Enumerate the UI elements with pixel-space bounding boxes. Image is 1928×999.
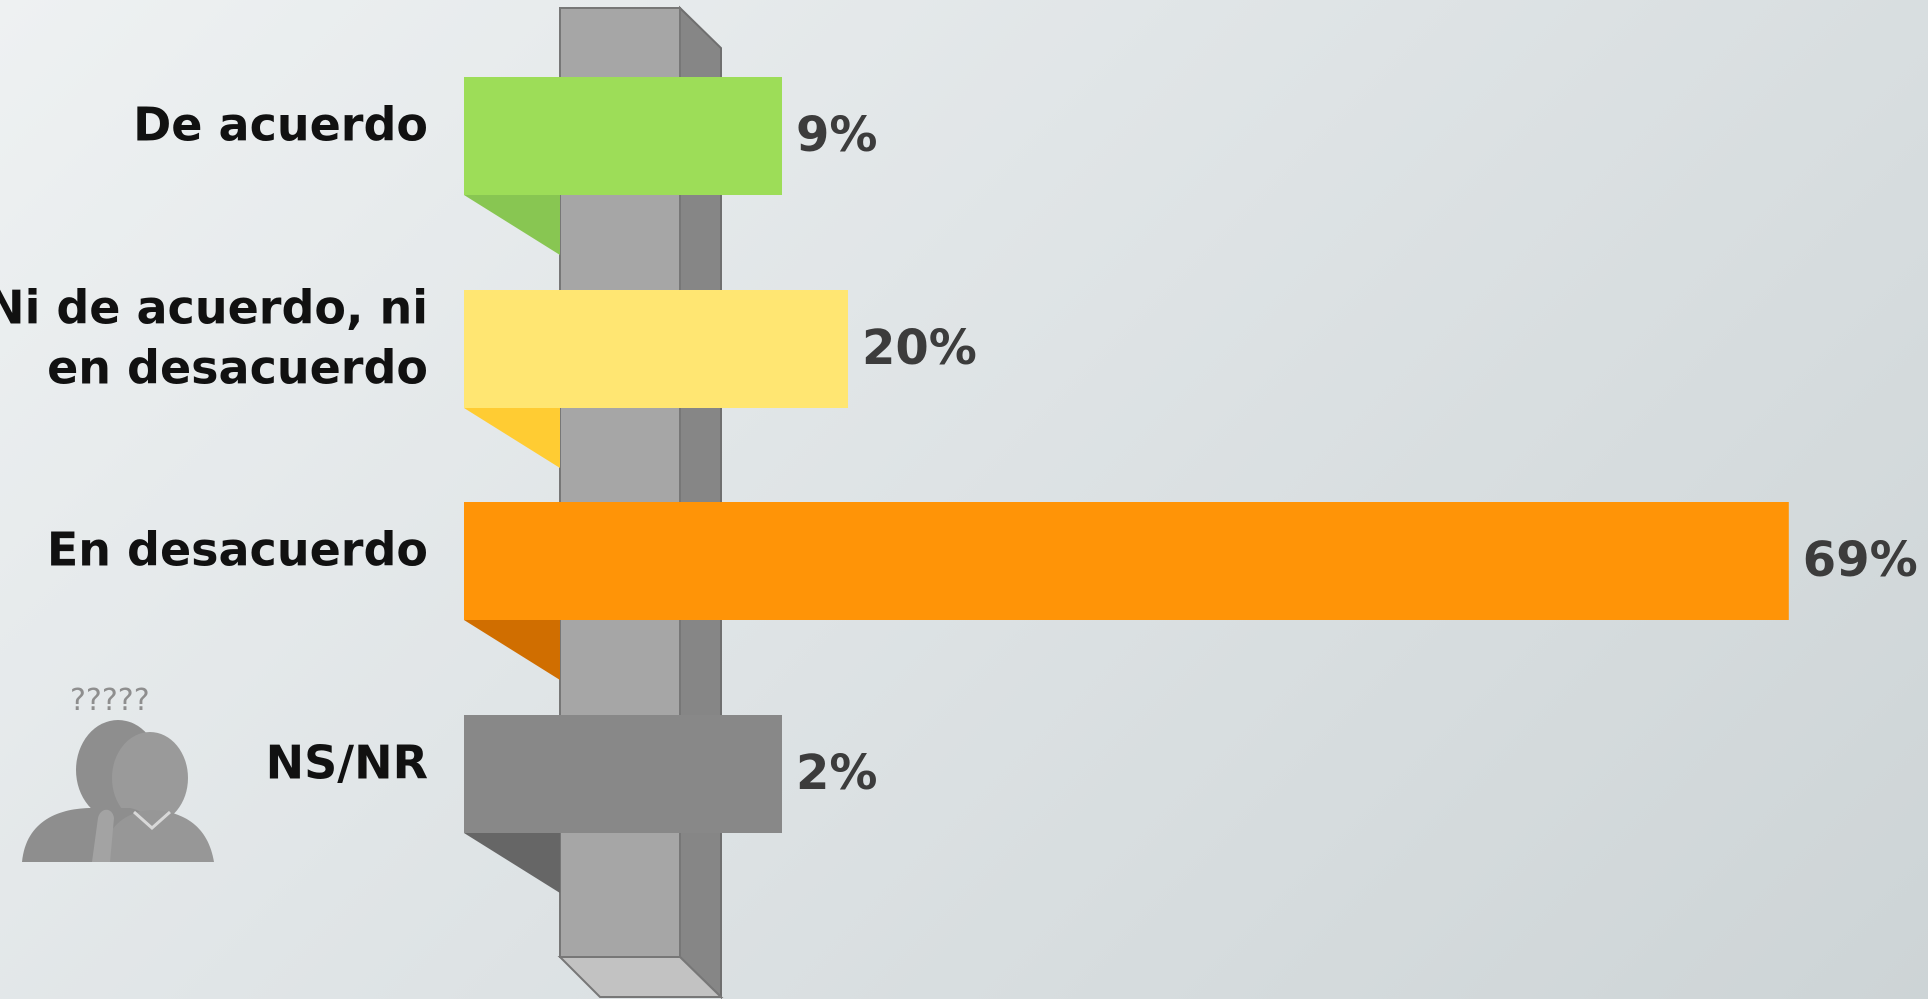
bar-shadow: [464, 408, 560, 468]
bar-shadow: [464, 833, 560, 893]
value-labels: 9% 20% 69% 2%: [796, 107, 1918, 801]
collar: [133, 810, 171, 831]
data-label: 2%: [796, 745, 878, 801]
category-label: De acuerdo: [133, 98, 428, 152]
confused-people-icon: ?????: [22, 683, 214, 862]
post-bottom-face: [557, 956, 724, 998]
bar: [464, 502, 1789, 620]
category-label: En desacuerdo: [47, 523, 428, 577]
hand: [92, 809, 114, 862]
bar: [464, 715, 782, 833]
bar: [464, 77, 782, 195]
data-label: 9%: [796, 107, 878, 163]
question-marks: ?????: [70, 683, 150, 718]
bar-shadow: [464, 195, 560, 255]
person-head-right: [112, 732, 188, 824]
bars: [464, 77, 1789, 833]
person-body-right: [100, 810, 214, 862]
data-label: 20%: [862, 320, 977, 376]
category-label: en desacuerdo: [47, 341, 428, 395]
bar: [464, 290, 848, 408]
category-label: Ni de acuerdo, ni: [0, 281, 428, 335]
category-label: NS/NR: [266, 736, 428, 790]
category-labels: De acuerdo Ni de acuerdo, ni en desacuerdo…: [0, 98, 428, 790]
data-label: 69%: [1803, 532, 1918, 588]
bar-shadows: [464, 195, 560, 893]
bar-shadow: [464, 620, 560, 680]
